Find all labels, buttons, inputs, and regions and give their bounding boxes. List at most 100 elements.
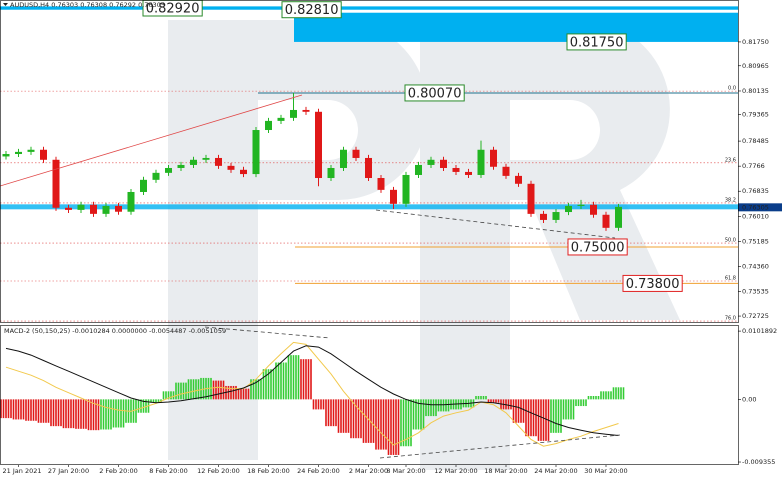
annotation-box — [622, 274, 683, 292]
annotation-label: 0.82810 — [285, 3, 339, 18]
y-tick-label: 0.80965 — [742, 62, 769, 70]
candle-body — [102, 205, 110, 214]
y-tick-label: 0.75185 — [742, 237, 769, 245]
candle-body — [252, 130, 260, 175]
y-tick-label: 0.78485 — [742, 137, 769, 145]
x-tick-label: 8 Mar 20:00 — [386, 467, 425, 475]
y-tick-label: 0.0101892 — [742, 327, 777, 335]
fib-label: 23.6 — [725, 157, 736, 163]
candle-body — [177, 164, 185, 168]
annotation-label: 0.73800 — [626, 277, 680, 292]
chart-title: AUDUSD,H4 0.76303 0.76308 0.76292 0.7630… — [10, 1, 165, 9]
y-tick-label: 0.76010 — [742, 212, 769, 220]
candle-body — [352, 149, 360, 158]
y-tick-label: 0.72725 — [742, 312, 769, 320]
candle-body — [140, 179, 147, 192]
candle-body — [427, 159, 435, 165]
candle-body — [202, 157, 210, 160]
candle-body — [415, 164, 422, 175]
x-tick-label: 24 Mar 20:00 — [534, 467, 577, 475]
candle-body — [15, 151, 22, 155]
trend-line — [0, 94, 303, 187]
annotation-label: 0.82920 — [146, 2, 200, 17]
annotation-label: 0.75000 — [571, 240, 625, 255]
candle-body — [190, 159, 197, 165]
resistance-band — [0, 6, 738, 10]
candle-body — [540, 213, 547, 220]
candle-body — [552, 212, 560, 220]
y-tick-label: 0.79365 — [742, 110, 769, 118]
watermark-shape — [168, 20, 428, 460]
price-panel-frame — [0, 0, 739, 323]
candle-body — [402, 174, 410, 204]
candle-body — [452, 167, 460, 172]
y-tick-label: 0.73535 — [742, 287, 769, 295]
x-tick-label: 18 Mar 20:00 — [484, 467, 527, 475]
annotation-box — [281, 1, 342, 19]
x-tick-label: 12 Feb 20:00 — [197, 467, 240, 475]
candle-body — [77, 204, 85, 210]
signal-line — [5, 345, 619, 436]
annotation-box — [142, 0, 203, 17]
annotation-box — [404, 84, 465, 102]
x-tick-label: 30 Mar 20:00 — [584, 467, 627, 475]
x-tick-label: 24 Feb 20:00 — [297, 467, 340, 475]
candle-body — [490, 149, 497, 167]
fib-label: 50.0 — [725, 238, 736, 244]
candle-body — [27, 149, 35, 152]
title-icon — [3, 3, 8, 6]
candle-body — [65, 207, 72, 210]
y-tick-label: 0.80135 — [742, 87, 769, 95]
watermark — [168, 20, 680, 470]
x-tick-label: 2 Feb 20:00 — [99, 467, 138, 475]
candle-body — [602, 214, 610, 228]
macd-title: MACD-2 (50,150,25) -0.0010284 0.0000000 … — [4, 327, 226, 335]
candle-body — [2, 154, 10, 157]
candle-body — [440, 159, 447, 168]
candle-body — [40, 149, 47, 160]
fib-label: 38.2 — [725, 197, 736, 203]
resistance-zone — [294, 12, 738, 42]
fib-label: 61.8 — [725, 275, 736, 281]
trend-line — [379, 434, 621, 459]
price-tag-label: 0.76305 — [742, 203, 769, 211]
y-tick-label: 0.76835 — [742, 187, 769, 195]
annotation-box — [566, 33, 627, 51]
candle-body — [515, 175, 522, 184]
candle-body — [115, 205, 122, 212]
candle-body — [615, 206, 622, 228]
marks-layer — [0, 92, 625, 455]
x-tick-label: 27 Jan 20:00 — [48, 467, 89, 475]
x-tick-label: 21 Jan 2021 — [3, 467, 42, 475]
candle-body — [165, 167, 172, 173]
price-tag — [738, 203, 782, 212]
candle-body — [290, 109, 297, 118]
x-tick-label: 12 Mar 20:00 — [434, 467, 477, 475]
candle-body — [302, 109, 310, 112]
candle-body — [527, 183, 535, 214]
macd-panel-frame — [0, 325, 739, 465]
y-tick-label: 0.81750 — [742, 38, 769, 46]
candle-body — [502, 166, 510, 176]
y-tick-label: 0.74360 — [742, 262, 769, 270]
x-tick-label: 8 Feb 20:00 — [149, 467, 188, 475]
candle-body — [477, 149, 485, 175]
candle-body — [152, 172, 160, 180]
candle-body — [590, 204, 597, 215]
candle-body — [215, 157, 222, 166]
candle-body — [327, 167, 335, 179]
price-band — [0, 204, 738, 210]
candle-body — [377, 178, 385, 190]
candle-body — [265, 120, 272, 131]
candle-body — [52, 159, 60, 208]
candle-body — [127, 191, 135, 212]
main-line — [5, 341, 619, 447]
fib-label: 0.0 — [728, 86, 736, 92]
trend-line — [375, 209, 616, 239]
candle-body — [340, 149, 347, 168]
annotation-box — [567, 238, 628, 256]
candle-body — [240, 169, 247, 175]
candle-body — [277, 117, 285, 121]
candle-body — [315, 111, 322, 179]
